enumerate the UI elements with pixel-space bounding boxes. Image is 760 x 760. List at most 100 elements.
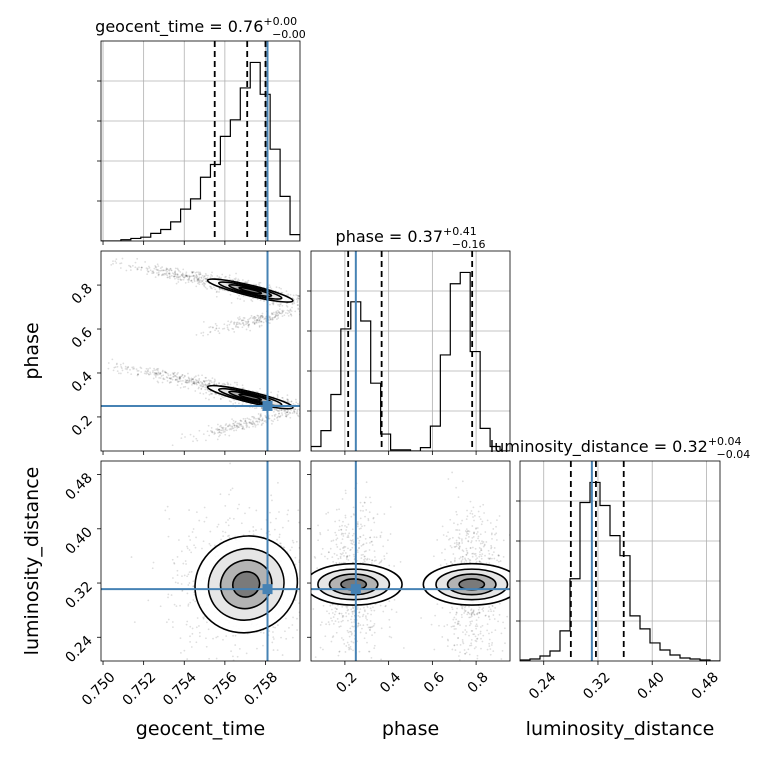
hist-geocent-bin-6 (161, 230, 171, 241)
panel-phase-dist-sample (455, 541, 458, 544)
panel-phase-dist-sample (470, 612, 473, 615)
ytick-label-phase-1: 0.4 (69, 368, 96, 395)
panel-phase-dist-sample (455, 529, 457, 531)
panel-phase-dist-sample (364, 557, 367, 560)
panel-geocent-phase-sample (241, 427, 244, 430)
panel-geocent-phase-sample (188, 275, 191, 278)
hist-dist-bin-4 (560, 631, 570, 661)
panel-phase-dist-sample (349, 548, 352, 551)
panel-geocent-phase-sample (280, 291, 283, 294)
panel-phase-dist-sample (342, 615, 345, 617)
panel-phase-dist-sample (372, 516, 375, 519)
panel-phase-dist-sample (468, 634, 470, 637)
panel-geocent-dist-sample (175, 605, 178, 608)
panel-geocent-phase-sample (171, 378, 174, 381)
panel-phase-dist-sample (465, 560, 468, 562)
panel-geocent-phase-sample (200, 332, 203, 335)
panel-phase-dist-sample (498, 602, 501, 605)
panel-geocent-phase-sample (285, 413, 287, 416)
panel-geocent-phase-sample (234, 401, 237, 404)
panel-geocent-phase-sample (156, 380, 159, 383)
panel-phase-dist-sample (465, 631, 468, 633)
panel-geocent-phase-sample (252, 316, 255, 319)
panel-geocent-dist-sample (312, 607, 314, 609)
panel-geocent-phase-sample (246, 322, 249, 325)
panel-geocent-phase-sample (277, 309, 279, 312)
panel-phase-dist-sample (373, 536, 376, 539)
panel-phase-dist-sample (491, 605, 494, 608)
panel-geocent-phase-sample (274, 313, 277, 316)
panel-phase-dist-sample (483, 512, 485, 514)
panel-geocent-phase-sample (202, 384, 205, 387)
panel-geocent-phase-sample (191, 275, 194, 278)
panel-phase-dist-sample (461, 539, 463, 542)
panel-phase-dist-sample (348, 644, 350, 646)
panel-phase-dist-sample (380, 560, 383, 563)
panel-geocent-phase-sample (215, 291, 218, 294)
panel-geocent-phase-sample (196, 279, 199, 282)
panel-phase-dist-sample (388, 600, 391, 603)
panel-geocent-dist-sample (190, 551, 193, 554)
panel-geocent-dist-sample (272, 636, 275, 638)
panel-geocent-dist-sample (234, 634, 237, 637)
panel-geocent-phase-sample (242, 387, 245, 390)
panel-geocent-phase-sample (242, 319, 245, 322)
panel-geocent-phase-sample (253, 417, 255, 420)
panel-geocent-phase-sample (184, 381, 187, 383)
panel-phase-dist-sample (476, 654, 479, 657)
panel-geocent-phase-sample (240, 423, 243, 426)
panel-geocent-phase-sample (191, 271, 194, 274)
panel-phase-dist-sample (342, 532, 345, 535)
panel-geocent-dist-sample (221, 530, 224, 533)
ytick-label-dist-0: 0.24 (62, 633, 95, 666)
panel-phase-dist-sample (339, 548, 342, 551)
panel-geocent-phase-sample (280, 409, 283, 412)
panel-geocent-phase-sample (203, 285, 206, 288)
panel-geocent-phase-sample (187, 281, 190, 283)
panel-geocent-phase-sample (236, 326, 239, 328)
panel-geocent-phase-sample (236, 323, 238, 326)
panel-phase-dist-sample (332, 635, 335, 638)
panel-phase-dist-sample (356, 607, 359, 610)
panel-geocent-phase-sample (237, 317, 239, 319)
panel-geocent-phase-sample (255, 420, 257, 423)
panel-phase-dist-sample (362, 534, 365, 537)
panel-geocent-phase-sample (184, 274, 187, 277)
panel-geocent-dist-sample (275, 517, 277, 520)
panel-phase-dist-sample (360, 670, 362, 672)
panel-geocent-phase-sample (206, 287, 208, 290)
panel-geocent-phase-sample (258, 420, 261, 423)
panel-geocent-phase-sample (205, 280, 208, 283)
panel-phase-dist-sample (457, 620, 459, 623)
panel-phase-dist-sample (383, 555, 386, 558)
panel-geocent-phase-sample (206, 388, 209, 391)
panel-phase-dist-sample (474, 552, 477, 555)
panel-geocent-phase-sample (244, 417, 247, 420)
panel-geocent-dist-sample (282, 546, 285, 549)
panel-geocent-phase-sample (236, 422, 239, 425)
panel-phase-dist-sample (346, 555, 349, 557)
panel-geocent-phase-sample (290, 313, 293, 316)
panel-phase-dist-sample (472, 506, 475, 509)
panel-geocent-phase-sample (289, 293, 292, 296)
panel-geocent-phase-sample (247, 324, 250, 327)
panel-geocent-phase-sample (195, 334, 198, 336)
panel-geocent-phase-sample (165, 268, 168, 271)
hist-dist-bin-14 (660, 650, 670, 661)
panel-geocent-phase-sample (217, 431, 219, 434)
panel-phase-dist-sample (360, 523, 362, 526)
panel-geocent-phase-sample (218, 435, 220, 438)
panel-geocent-phase-sample (196, 439, 199, 442)
panel-geocent-phase-sample (132, 368, 135, 370)
panel-geocent-dist-sample (301, 615, 303, 617)
panel-phase-dist-sample (479, 505, 482, 508)
panel-geocent-phase-sample (241, 427, 244, 429)
panel-geocent-dist-sample (198, 519, 201, 522)
panel-geocent-phase-sample (255, 321, 258, 324)
panel-geocent-dist-sample (222, 535, 225, 538)
panel-phase-dist-sample (493, 618, 496, 620)
panel-phase-dist-sample (353, 610, 356, 613)
panel-geocent-dist-sample (291, 546, 293, 549)
panel-geocent-phase-sample (226, 429, 228, 432)
panel-geocent-phase-sample (260, 423, 263, 426)
